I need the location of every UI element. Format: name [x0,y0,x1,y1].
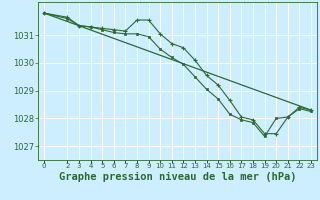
X-axis label: Graphe pression niveau de la mer (hPa): Graphe pression niveau de la mer (hPa) [59,172,296,182]
